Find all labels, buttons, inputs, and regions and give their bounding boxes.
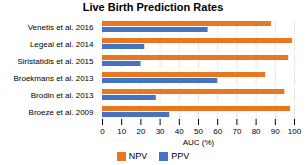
svg-text:100: 100 xyxy=(288,127,302,136)
svg-text:40: 40 xyxy=(175,127,184,136)
svg-text:Siristatidis et al. 2015: Siristatidis et al. 2015 xyxy=(17,57,94,66)
html-text:Live Birth Prediction Rates: Live Birth Prediction Rates xyxy=(82,1,224,13)
svg-text:0: 0 xyxy=(100,127,105,136)
svg-text:90: 90 xyxy=(271,127,280,136)
svg-text:70: 70 xyxy=(232,127,241,136)
svg-text:Broekmans et al. 2013: Broekmans et al. 2013 xyxy=(13,74,94,83)
svg-text:Broeze et al. 2009: Broeze et al. 2009 xyxy=(29,108,94,117)
html-text:PPV: PPV xyxy=(171,151,190,161)
svg-text:Venetis et al. 2016: Venetis et al. 2016 xyxy=(28,23,94,32)
svg-text:30: 30 xyxy=(156,127,165,136)
svg-text:Legeai et al. 2014: Legeai et al. 2014 xyxy=(30,40,94,49)
svg-text:20: 20 xyxy=(136,127,145,136)
svg-text:80: 80 xyxy=(252,127,261,136)
svg-text:10: 10 xyxy=(117,127,126,136)
html-text:NPV: NPV xyxy=(128,151,148,161)
svg-text:AUC (%): AUC (%) xyxy=(183,138,215,147)
svg-text:50: 50 xyxy=(194,127,203,136)
svg-text:Brodin et al. 2013: Brodin et al. 2013 xyxy=(31,91,94,100)
svg-text:60: 60 xyxy=(213,127,222,136)
